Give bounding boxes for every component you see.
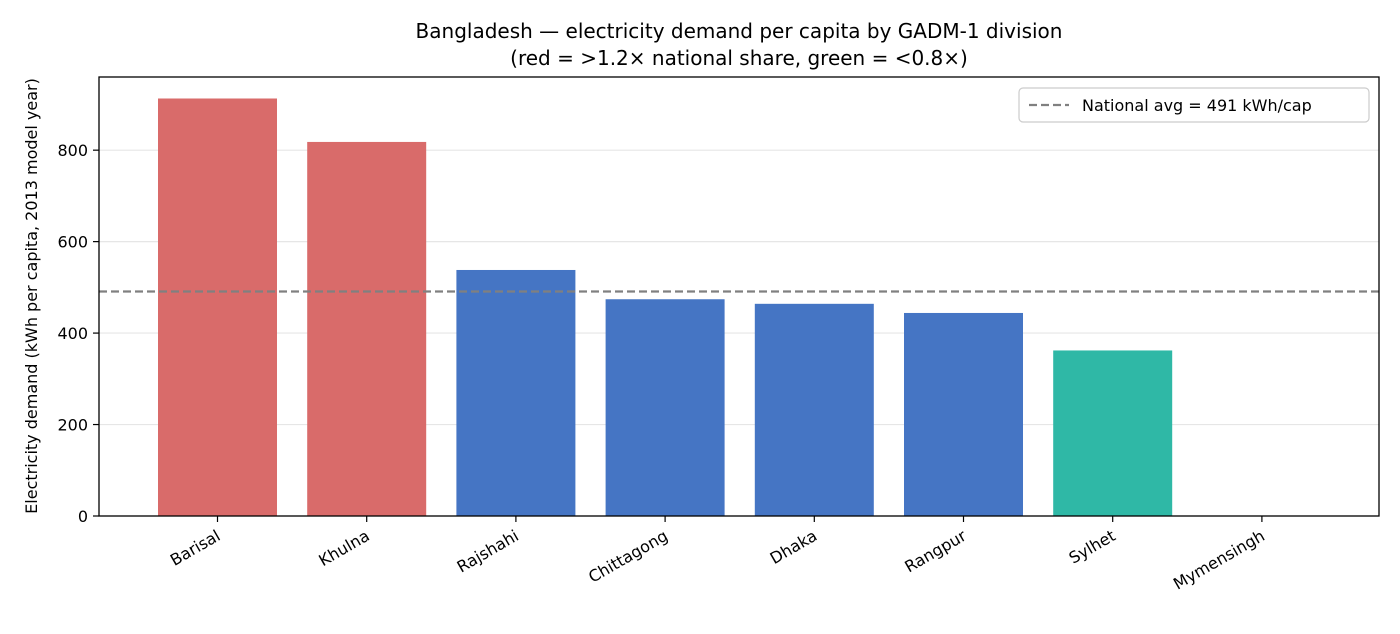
legend: National avg = 491 kWh/cap	[1018, 87, 1370, 123]
y-tick-label: 400	[57, 324, 88, 343]
x-tick-label-chittagong: Chittagong	[585, 526, 671, 587]
y-tick-label: 600	[57, 233, 88, 252]
x-tick-label-barisal: Barisal	[167, 526, 224, 570]
x-tick-label-mymensingh: Mymensingh	[1170, 526, 1268, 593]
y-axis-label: Electricity demand (kWh per capita, 2013…	[22, 78, 41, 514]
legend-box	[1018, 87, 1370, 123]
x-tick-label-rangpur: Rangpur	[901, 526, 970, 577]
chart-title: Bangladesh — electricity demand per capi…	[416, 19, 1063, 43]
bar-rangpur	[904, 312, 1023, 516]
bar-chittagong	[605, 299, 725, 516]
bar-khulna	[307, 141, 427, 516]
bars	[158, 98, 1173, 516]
x-tick-label-dhaka: Dhaka	[767, 526, 821, 568]
grid-lines	[99, 149, 1379, 517]
bar-sylhet	[1053, 350, 1173, 516]
y-tick-label: 0	[78, 507, 88, 526]
bar-dhaka	[754, 303, 874, 516]
x-tick-label-khulna: Khulna	[315, 526, 372, 570]
y-tick-label: 800	[57, 141, 88, 160]
bar-rajshahi	[456, 269, 576, 516]
chart-subtitle: (red = >1.2× national share, green = <0.…	[510, 46, 968, 70]
plot-frame	[98, 76, 1380, 517]
legend-label: National avg = 491 kWh/cap	[1082, 96, 1312, 115]
bar-barisal	[158, 98, 277, 516]
x-tick-label-rajshahi: Rajshahi	[454, 526, 522, 576]
x-tick-label-sylhet: Sylhet	[1066, 526, 1119, 568]
y-tick-label: 200	[57, 416, 88, 435]
